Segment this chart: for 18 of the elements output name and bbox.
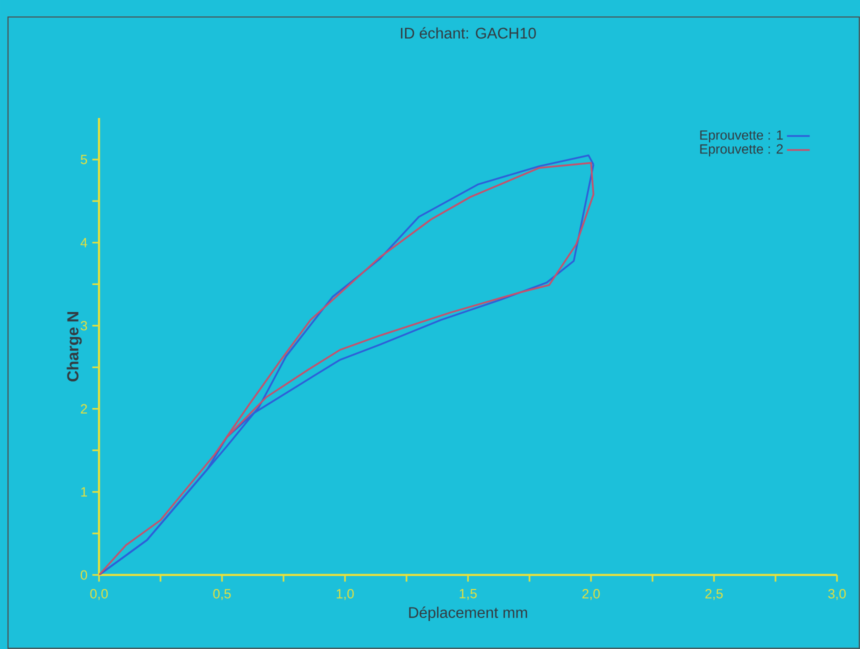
x-tick-label: 0,0 xyxy=(90,589,108,600)
legend-label: Eprouvette : 1 xyxy=(700,130,783,142)
chart-title: ID échant: GACH10 xyxy=(400,27,536,39)
x-tick-label: 1,0 xyxy=(336,589,354,600)
x-tick-label: 2,5 xyxy=(705,589,723,600)
y-tick-label: 2 xyxy=(80,404,87,414)
y-tick-label: 1 xyxy=(81,487,87,496)
x-tick-label: 0,5 xyxy=(213,589,231,600)
y-axis-title: Charge N xyxy=(66,312,82,382)
y-tick-label: 0 xyxy=(80,570,88,580)
legend-label: Eprouvette : 2 xyxy=(700,144,783,156)
x-axis-title: Déplacement mm xyxy=(409,606,528,621)
x-tick-label: 2,0 xyxy=(582,589,600,600)
x-tick-label: 1,5 xyxy=(460,589,477,600)
y-tick-label: 5 xyxy=(80,154,88,164)
y-tick-label: 4 xyxy=(80,238,88,248)
y-tick-label: 3 xyxy=(80,321,88,330)
x-tick-label: 3,0 xyxy=(828,589,846,600)
